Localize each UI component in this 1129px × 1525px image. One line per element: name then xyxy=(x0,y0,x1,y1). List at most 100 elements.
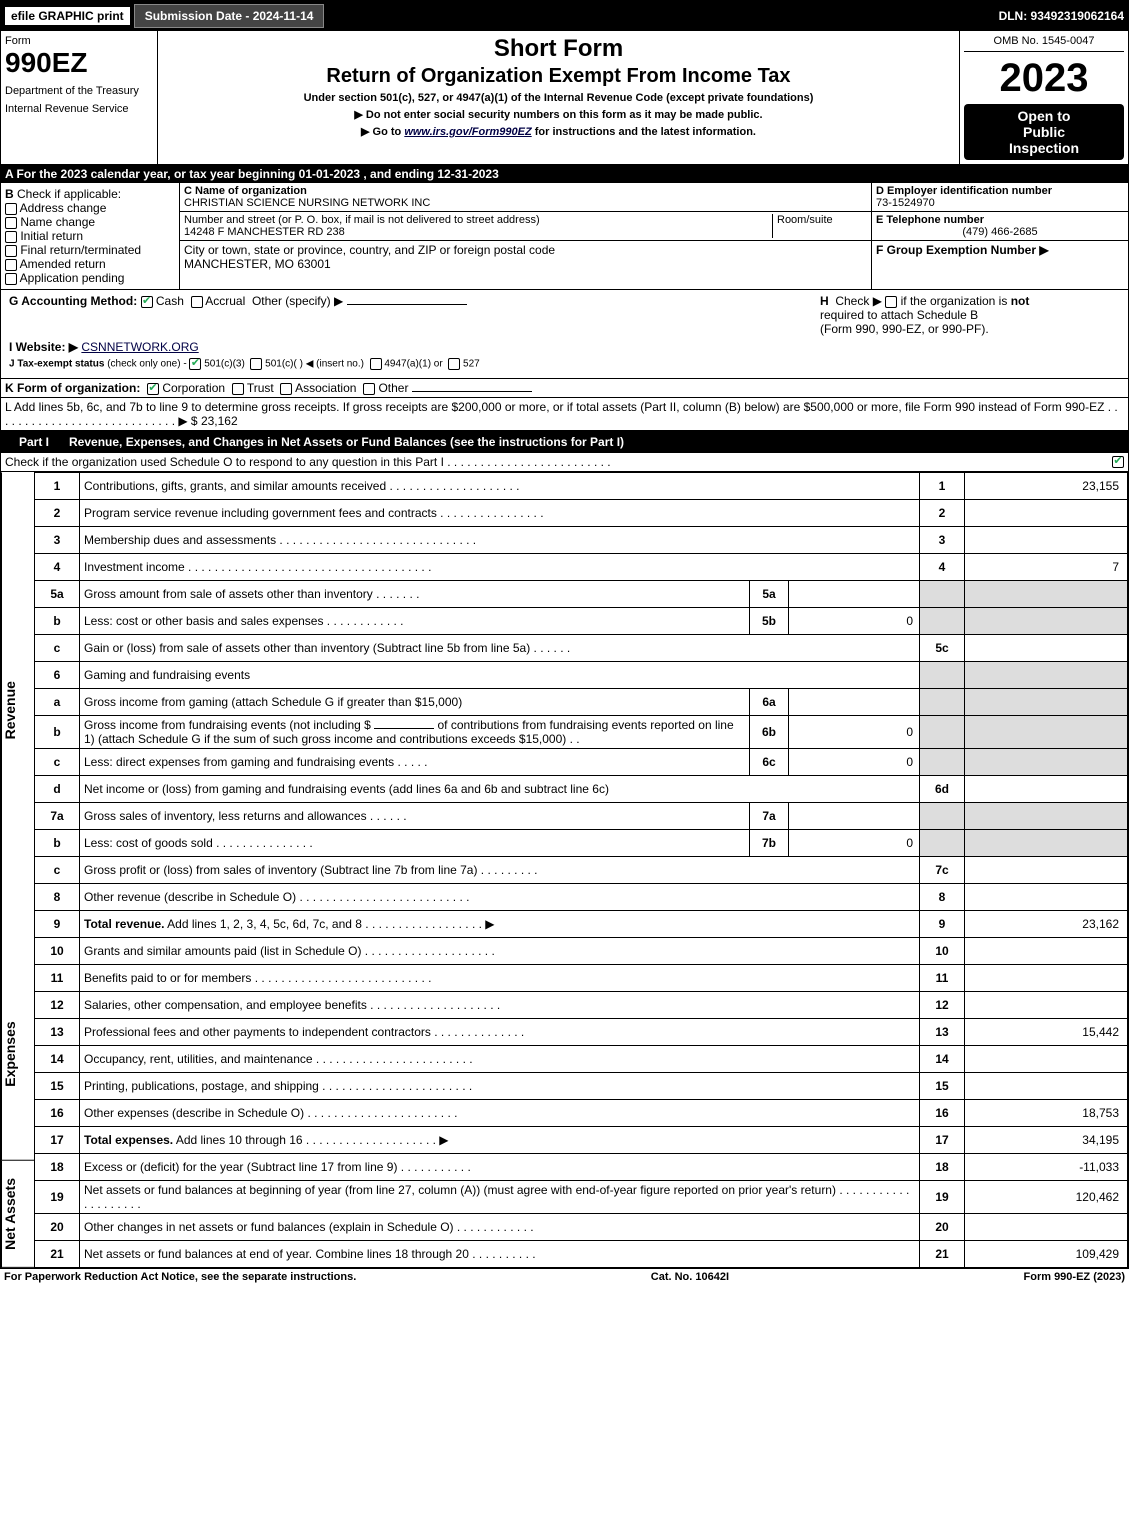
checkbox-4947[interactable] xyxy=(370,358,382,370)
goto-post: for instructions and the latest informat… xyxy=(532,126,756,138)
l12-n: 12 xyxy=(35,992,80,1019)
l7a-n: 7a xyxy=(35,803,80,830)
checkbox-501c[interactable] xyxy=(250,358,262,370)
l6c-mn: 6c xyxy=(750,749,789,776)
k-other: Other xyxy=(378,381,408,395)
h-label: H xyxy=(820,294,829,308)
f-group-row: F Group Exemption Number ▶ xyxy=(872,241,1128,259)
k-other-fill[interactable] xyxy=(412,391,532,392)
checkbox-addr-change[interactable] xyxy=(5,203,17,215)
page-footer: For Paperwork Reduction Act Notice, see … xyxy=(0,1269,1129,1285)
l10-amt xyxy=(965,938,1128,965)
l-row: L Add lines 5b, 6c, and 7b to line 9 to … xyxy=(1,398,1128,431)
l21-t: Net assets or fund balances at end of ye… xyxy=(80,1241,920,1268)
l1-t: Contributions, gifts, grants, and simila… xyxy=(80,473,920,500)
e-phone-row: E Telephone number (479) 466-2685 xyxy=(872,212,1128,241)
checkbox-name-change[interactable] xyxy=(5,217,17,229)
l6c-mamt: 0 xyxy=(789,749,920,776)
l5a-shade1 xyxy=(920,581,965,608)
website-link[interactable]: CSNNETWORK.ORG xyxy=(81,340,198,354)
checkbox-corp[interactable] xyxy=(147,383,159,395)
l14-t: Occupancy, rent, utilities, and maintena… xyxy=(80,1046,920,1073)
street-label: Number and street (or P. O. box, if mail… xyxy=(184,214,540,226)
c-name-row: C Name of organization CHRISTIAN SCIENCE… xyxy=(180,183,871,212)
l11-n: 11 xyxy=(35,965,80,992)
j-501c: 501(c)( ) ◀ (insert no.) xyxy=(265,359,364,370)
l9-cell: Total revenue. Add lines 1, 2, 3, 4, 5c,… xyxy=(80,911,920,938)
room-cell: Room/suite xyxy=(773,214,867,238)
g-label: G Accounting Method: xyxy=(9,294,137,308)
l10-rn: 10 xyxy=(920,938,965,965)
dln-number: DLN: 93492319062164 xyxy=(999,9,1124,23)
l5a-mn: 5a xyxy=(750,581,789,608)
checkbox-schedule-o[interactable] xyxy=(1112,456,1124,468)
open-public-box: Open to Public Inspection xyxy=(964,104,1124,160)
line-19: 19 Net assets or fund balances at beginn… xyxy=(35,1181,1128,1214)
omb-number: OMB No. 1545-0047 xyxy=(964,35,1124,52)
checkbox-amended[interactable] xyxy=(5,259,17,271)
l3-amt xyxy=(965,527,1128,554)
l17-t: Total expenses. xyxy=(84,1133,173,1147)
l2-t: Program service revenue including govern… xyxy=(80,500,920,527)
l2-rn: 2 xyxy=(920,500,965,527)
l20-t: Other changes in net assets or fund bala… xyxy=(80,1214,920,1241)
checkbox-h[interactable] xyxy=(885,296,897,308)
l9-n: 9 xyxy=(35,911,80,938)
checkbox-initial[interactable] xyxy=(5,231,17,243)
l6a-mn: 6a xyxy=(750,689,789,716)
no-ssn-note: ▶ Do not enter social security numbers o… xyxy=(164,108,953,121)
l13-t: Professional fees and other payments to … xyxy=(80,1019,920,1046)
line-7c: c Gross profit or (loss) from sales of i… xyxy=(35,857,1128,884)
line-10: 10 Grants and similar amounts paid (list… xyxy=(35,938,1128,965)
i-row: I Website: ▶ CSNNETWORK.ORG xyxy=(9,340,1120,354)
checkbox-kother[interactable] xyxy=(363,383,375,395)
l7b-t: Less: cost of goods sold . . . . . . . .… xyxy=(80,830,750,857)
j-label: J Tax-exempt status xyxy=(9,359,104,370)
irs-link[interactable]: www.irs.gov/Form990EZ xyxy=(404,126,531,138)
l5c-n: c xyxy=(35,635,80,662)
l2-amt xyxy=(965,500,1128,527)
i-label: I Website: ▶ xyxy=(9,340,78,354)
d-label: D Employer identification number xyxy=(876,185,1052,197)
l20-rn: 20 xyxy=(920,1214,965,1241)
k-trust: Trust xyxy=(247,381,274,395)
checkbox-assoc[interactable] xyxy=(280,383,292,395)
line-4: 4 Investment income . . . . . . . . . . … xyxy=(35,554,1128,581)
checkbox-pending[interactable] xyxy=(5,273,17,285)
l3-rn: 3 xyxy=(920,527,965,554)
l15-t: Printing, publications, postage, and shi… xyxy=(80,1073,920,1100)
l7b-n: b xyxy=(35,830,80,857)
l17-t2: Add lines 10 through 16 . . . . . . . . … xyxy=(176,1133,449,1147)
open-line3: Inspection xyxy=(968,140,1120,156)
footer-mid: Cat. No. 10642I xyxy=(651,1271,729,1283)
efile-badge[interactable]: efile GRAPHIC print xyxy=(5,7,130,25)
l7c-rn: 7c xyxy=(920,857,965,884)
line-5c: c Gain or (loss) from sale of assets oth… xyxy=(35,635,1128,662)
b-check-if: Check if applicable: xyxy=(17,187,121,201)
l17-rn: 17 xyxy=(920,1127,965,1154)
k-label: K Form of organization: xyxy=(5,381,140,395)
line-6: 6 Gaming and fundraising events xyxy=(35,662,1128,689)
g-other-fill[interactable] xyxy=(347,304,467,305)
checkbox-527[interactable] xyxy=(448,358,460,370)
k-row: K Form of organization: Corporation Trus… xyxy=(1,379,1128,398)
checkbox-final[interactable] xyxy=(5,245,17,257)
l6b-mn: 6b xyxy=(750,716,789,749)
l5c-t: Gain or (loss) from sale of assets other… xyxy=(80,635,920,662)
l6-n: 6 xyxy=(35,662,80,689)
l4-t: Investment income . . . . . . . . . . . … xyxy=(80,554,920,581)
checkbox-cash[interactable] xyxy=(141,296,153,308)
l7c-amt xyxy=(965,857,1128,884)
checkbox-501c3[interactable] xyxy=(189,358,201,370)
checkbox-trust[interactable] xyxy=(232,383,244,395)
l1-amt: 23,155 xyxy=(965,473,1128,500)
checkbox-accrual[interactable] xyxy=(191,296,203,308)
h-cell: H Check ▶ if the organization is not req… xyxy=(820,294,1120,336)
l13-n: 13 xyxy=(35,1019,80,1046)
l6b-blank[interactable] xyxy=(374,728,434,729)
top-bar: efile GRAPHIC print Submission Date - 20… xyxy=(1,1,1128,31)
part1-body: Revenue Expenses Net Assets 1 Contributi… xyxy=(1,472,1128,1268)
line-14: 14 Occupancy, rent, utilities, and maint… xyxy=(35,1046,1128,1073)
l20-amt xyxy=(965,1214,1128,1241)
irs-label: Internal Revenue Service xyxy=(5,103,153,115)
